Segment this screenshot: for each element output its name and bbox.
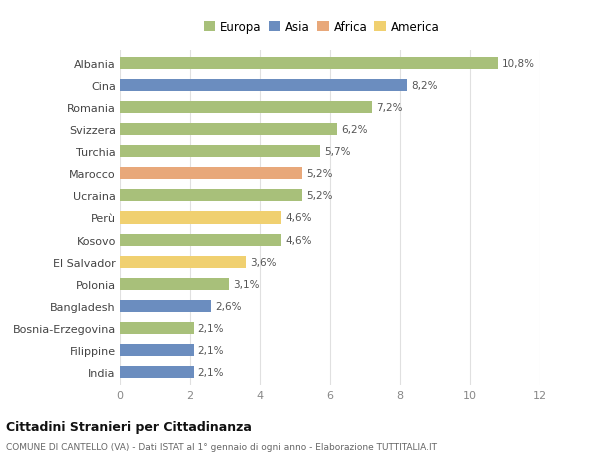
- Text: 2,1%: 2,1%: [198, 367, 224, 377]
- Bar: [120, 278, 229, 290]
- Bar: [120, 234, 281, 246]
- Text: 10,8%: 10,8%: [502, 59, 535, 69]
- Text: 5,2%: 5,2%: [306, 169, 333, 179]
- Bar: [120, 344, 193, 356]
- Bar: [120, 366, 193, 378]
- Text: 4,6%: 4,6%: [285, 235, 312, 245]
- Text: COMUNE DI CANTELLO (VA) - Dati ISTAT al 1° gennaio di ogni anno - Elaborazione T: COMUNE DI CANTELLO (VA) - Dati ISTAT al …: [6, 442, 437, 451]
- Text: 3,1%: 3,1%: [233, 279, 259, 289]
- Text: 3,6%: 3,6%: [250, 257, 277, 267]
- Text: 2,1%: 2,1%: [198, 345, 224, 355]
- Bar: [120, 322, 193, 334]
- Text: 6,2%: 6,2%: [341, 125, 368, 135]
- Bar: [120, 212, 281, 224]
- Bar: [120, 124, 337, 136]
- Bar: [120, 58, 498, 70]
- Bar: [120, 80, 407, 92]
- Text: 4,6%: 4,6%: [285, 213, 312, 223]
- Text: 7,2%: 7,2%: [376, 103, 403, 113]
- Bar: [120, 168, 302, 180]
- Bar: [120, 300, 211, 312]
- Text: 5,2%: 5,2%: [306, 191, 333, 201]
- Bar: [120, 146, 320, 158]
- Text: 2,6%: 2,6%: [215, 301, 242, 311]
- Bar: [120, 256, 246, 268]
- Text: Cittadini Stranieri per Cittadinanza: Cittadini Stranieri per Cittadinanza: [6, 420, 252, 433]
- Text: 5,7%: 5,7%: [324, 147, 350, 157]
- Legend: Europa, Asia, Africa, America: Europa, Asia, Africa, America: [199, 16, 445, 39]
- Text: 8,2%: 8,2%: [411, 81, 437, 91]
- Text: 2,1%: 2,1%: [198, 323, 224, 333]
- Bar: [120, 102, 372, 114]
- Bar: [120, 190, 302, 202]
